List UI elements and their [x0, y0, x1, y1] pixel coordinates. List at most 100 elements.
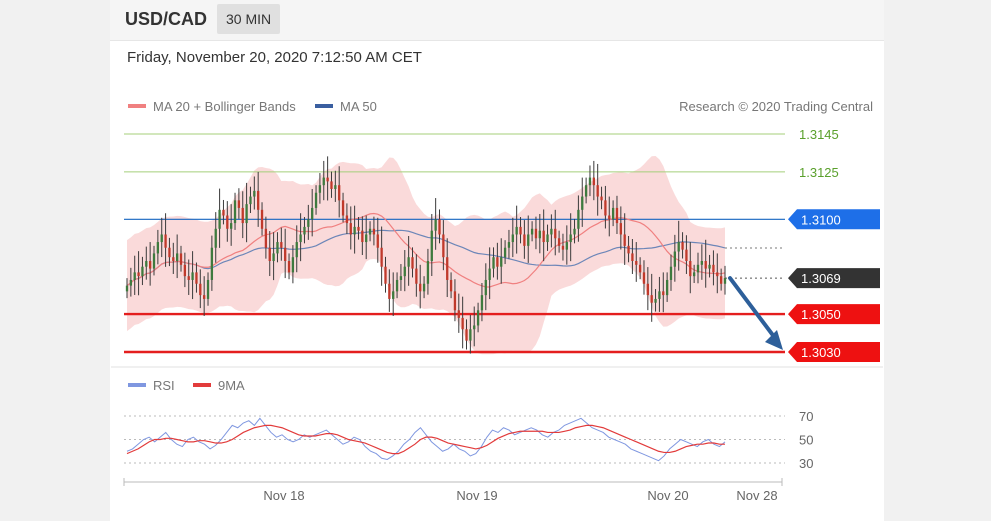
candle-body: [446, 257, 449, 280]
candle-body: [646, 283, 649, 296]
level-1-3050-label: 1.3050: [801, 307, 841, 322]
candle-body: [638, 264, 642, 273]
rsi-ma-legend-swatch: [193, 383, 211, 387]
candle-body: [473, 325, 476, 330]
level-1-3125-label: 1.3125: [799, 165, 839, 180]
candle-body: [152, 253, 156, 269]
candle-body: [692, 272, 696, 277]
ma20-line: [126, 212, 726, 288]
candle-body: [280, 242, 283, 248]
candle-body: [287, 261, 291, 273]
candle-body: [608, 215, 611, 220]
candle-body: [569, 234, 572, 243]
ma50-legend-label: MA 50: [340, 99, 377, 114]
candle-body: [164, 234, 167, 248]
candle-body: [561, 245, 565, 250]
candle-body: [511, 234, 514, 243]
candle-body: [419, 283, 422, 292]
candle-body: [334, 185, 337, 189]
candle-body: [719, 276, 723, 284]
candle-body: [592, 177, 595, 186]
candle-body: [565, 242, 568, 250]
candle-body: [314, 192, 318, 208]
candle-body: [330, 181, 333, 189]
candle-body: [403, 266, 406, 277]
candle-body: [654, 298, 657, 303]
candle-body: [619, 223, 622, 235]
candle-body: [438, 219, 441, 235]
level-1-3100-badge: [788, 209, 880, 230]
candle-body: [708, 264, 711, 269]
candle-body: [480, 295, 484, 311]
copyright-label: Research © 2020 Trading Central: [679, 99, 873, 114]
candle-body: [642, 272, 646, 284]
candle-body: [249, 196, 252, 205]
candle-body: [326, 177, 329, 182]
candle-body: [125, 285, 129, 292]
timeframe-button[interactable]: 30 MIN: [217, 4, 281, 34]
candle-body: [291, 257, 295, 273]
candle-body: [183, 264, 187, 277]
rsi-tick-70: 70: [799, 409, 813, 424]
candle-body: [615, 207, 619, 224]
candle-body: [507, 242, 511, 248]
candle-body: [206, 279, 210, 299]
candle-body: [222, 209, 225, 216]
candle-body: [349, 223, 352, 235]
candle-body: [353, 226, 356, 235]
candle-body: [245, 204, 248, 224]
candle-body: [712, 264, 715, 273]
chart-toolbar: USD/CAD 30 MIN: [110, 0, 884, 41]
candle-body: [469, 329, 472, 341]
candle-body: [179, 253, 183, 265]
candle-body: [237, 200, 241, 208]
candle-body: [172, 257, 175, 262]
candle-body: [434, 219, 437, 231]
candle-body: [218, 209, 221, 229]
candle-body: [361, 230, 364, 243]
candle-body: [145, 261, 148, 267]
candle-body: [538, 230, 541, 239]
candle-body: [442, 234, 445, 258]
candle-body: [534, 228, 538, 239]
candle-body: [388, 283, 391, 299]
candle-body: [681, 242, 684, 250]
candle-body: [600, 196, 603, 201]
ma50-line: [126, 229, 726, 287]
candle-body: [515, 226, 518, 235]
candle-body: [411, 257, 414, 269]
candle-body: [449, 279, 453, 292]
ma20-legend-swatch: [128, 104, 146, 108]
candle-body: [365, 234, 368, 243]
candle-body: [137, 272, 140, 277]
candle-body: [457, 310, 460, 318]
forecast-arrow-shaft: [728, 276, 777, 340]
candle-body: [488, 268, 491, 280]
x-tick-label: Nov 20: [647, 488, 688, 503]
candle-body: [627, 245, 630, 254]
candle-body: [268, 247, 271, 262]
candle-body: [611, 207, 615, 220]
x-tick-label: Nov 18: [263, 488, 304, 503]
candle-body: [129, 279, 133, 286]
candle-body: [426, 261, 430, 284]
candle-body: [723, 278, 727, 284]
candle-body: [303, 226, 306, 235]
candle-body: [704, 261, 707, 269]
bollinger-bands-area: [127, 156, 725, 355]
candle-body: [241, 207, 244, 224]
candle-body: [581, 196, 584, 210]
candle-body: [392, 291, 395, 299]
candle-body: [465, 329, 468, 341]
candle-body: [357, 226, 360, 231]
level-1-3069-label: 1.3069: [801, 271, 841, 286]
candle-body: [631, 253, 634, 262]
candle-body: [175, 253, 179, 262]
candle-body: [716, 272, 719, 277]
rsi-ma-line: [126, 424, 725, 455]
candle-body: [399, 276, 403, 280]
candle-body: [496, 257, 499, 267]
candle-body: [253, 190, 256, 197]
ma20-legend-label: MA 20 + Bollinger Bands: [153, 99, 296, 114]
